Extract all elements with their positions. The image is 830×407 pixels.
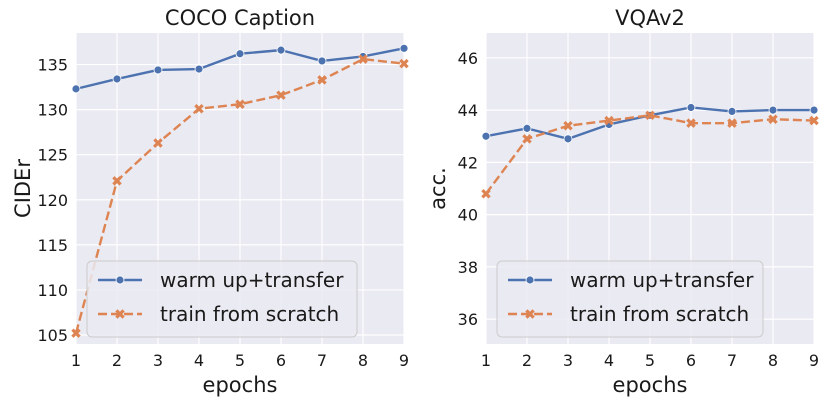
data-point-1-6 — [276, 45, 286, 55]
data-point-2-4 — [604, 115, 614, 126]
y-tick-label-6: 46 — [458, 49, 478, 68]
legend-label-1: warm up+transfer — [160, 268, 344, 292]
x-tick-label-8: 8 — [768, 351, 778, 370]
data-point-2-9 — [809, 115, 819, 126]
data-point-1-2 — [112, 74, 122, 84]
series-2 — [481, 110, 819, 199]
data-point-1-7 — [727, 107, 737, 116]
data-point-1-5 — [235, 49, 245, 59]
legend: warm up+transfer train from scratch — [496, 260, 764, 338]
x-tick-label-9: 9 — [809, 351, 819, 370]
data-point-2-5 — [645, 110, 655, 121]
y-tick-label-6: 130 — [37, 101, 68, 120]
x-tick-label-5: 5 — [645, 351, 655, 370]
legend: warm up+transfer train from scratch — [86, 260, 358, 338]
data-point-1-2 — [522, 123, 532, 133]
data-point-2-5 — [235, 99, 245, 109]
series-line-2 — [74, 57, 405, 334]
x-tick-label-4: 4 — [604, 351, 614, 370]
data-point-2-7 — [317, 75, 327, 85]
y-tick-label-7: 135 — [37, 56, 68, 75]
data-point-2-4 — [194, 103, 204, 114]
data-point-1-8 — [768, 105, 778, 115]
legend-label-2: train from scratch — [160, 302, 339, 326]
y-tick-label-2: 38 — [458, 258, 478, 277]
legend-marker-2 — [115, 309, 125, 319]
x-tick-label-1: 1 — [71, 351, 81, 370]
chart-title: VQAv2 — [615, 6, 685, 30]
y-tick-label-4: 120 — [37, 191, 68, 210]
data-point-2-3 — [563, 121, 573, 131]
legend-marker-2 — [525, 309, 535, 319]
data-point-1-7 — [317, 56, 327, 66]
data-point-2-2 — [112, 176, 122, 186]
chart-panel-1: 1 2 3 4 5 6 7 8 9 105 110 115 120 125 130 135 COCO Capti… — [11, 6, 409, 397]
y-tick-label-2: 110 — [37, 281, 68, 300]
x-tick-label-7: 7 — [727, 351, 737, 370]
y-tick-label-1: 36 — [458, 310, 478, 329]
y-tick-label-1: 105 — [37, 326, 68, 345]
y-tick-label-5: 125 — [37, 146, 68, 165]
y-tick-label-3: 40 — [458, 206, 478, 225]
data-point-2-6 — [276, 90, 286, 100]
x-axis-label: epochs — [613, 373, 688, 397]
data-point-1-3 — [153, 65, 163, 75]
chart-title: COCO Caption — [165, 6, 315, 30]
x-tick-label-7: 7 — [317, 351, 327, 370]
x-tick-label-4: 4 — [194, 351, 204, 370]
x-tick-label-6: 6 — [686, 351, 696, 370]
legend-marker-1 — [525, 275, 535, 285]
data-point-2-8 — [768, 114, 778, 124]
data-point-1-6 — [686, 103, 696, 112]
x-tick-label-1: 1 — [481, 351, 491, 370]
legend-label-2: train from scratch — [570, 302, 749, 326]
series-2 — [71, 54, 409, 338]
legend-label-1: warm up+transfer — [570, 268, 754, 292]
x-axis-label: epochs — [203, 373, 278, 397]
x-tick-label-5: 5 — [235, 351, 245, 370]
x-tick-label-8: 8 — [358, 351, 368, 370]
chart-panel-2: 1 2 3 4 5 6 7 8 9 36 38 40 42 44 46 VQAv2 epochs acc. warm… — [426, 6, 819, 397]
data-point-1-3 — [563, 134, 573, 144]
y-axis-label: CIDEr — [11, 159, 35, 218]
x-tick-label-9: 9 — [399, 351, 409, 370]
x-tick-label-2: 2 — [112, 351, 122, 370]
data-point-2-9 — [399, 58, 409, 69]
x-tick-label-2: 2 — [522, 351, 532, 370]
y-tick-label-4: 42 — [458, 153, 478, 172]
data-point-2-1 — [481, 188, 491, 199]
legend-box — [496, 260, 764, 338]
x-tick-label-6: 6 — [276, 351, 286, 370]
x-tick-label-3: 3 — [153, 351, 163, 370]
data-point-2-8 — [358, 54, 368, 64]
series-1 — [71, 43, 409, 94]
series-line-2 — [485, 114, 815, 195]
y-tick-label-3: 115 — [37, 236, 68, 255]
y-tick-label-5: 44 — [458, 101, 478, 120]
data-point-2-2 — [522, 134, 532, 144]
data-point-1-9 — [809, 105, 819, 115]
data-point-2-3 — [153, 138, 163, 148]
data-point-1-1 — [481, 131, 491, 141]
legend-marker-1 — [115, 275, 125, 285]
data-point-2-6 — [686, 118, 696, 128]
data-point-2-1 — [71, 328, 81, 338]
data-point-2-7 — [727, 118, 737, 128]
data-point-1-4 — [194, 64, 204, 74]
legend-box — [86, 260, 358, 338]
x-tick-label-3: 3 — [563, 351, 573, 370]
data-point-1-1 — [71, 84, 81, 94]
data-point-1-9 — [399, 43, 409, 53]
y-axis-label: acc. — [426, 167, 450, 210]
